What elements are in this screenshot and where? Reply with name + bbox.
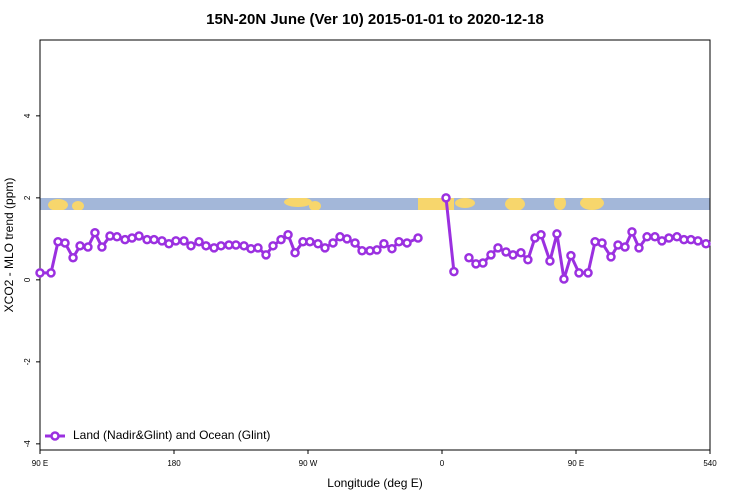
- data-point: [320, 243, 330, 253]
- x-tick-label: 90 W: [299, 459, 318, 468]
- data-point: [342, 234, 352, 244]
- data-point: [516, 248, 526, 258]
- x-tick-label: 90 E: [32, 459, 48, 468]
- data-point: [627, 227, 637, 237]
- data-point: [413, 233, 423, 243]
- legend-label: Land (Nadir&Glint) and Ocean (Glint): [73, 428, 270, 442]
- data-point: [552, 229, 562, 239]
- data-point: [194, 236, 204, 247]
- y-tick-label: 4: [23, 113, 32, 118]
- data-point: [97, 242, 107, 252]
- y-tick-label: 2: [23, 195, 32, 200]
- data-point: [372, 245, 382, 255]
- y-tick-label: 0: [23, 277, 32, 282]
- data-point: [313, 239, 323, 249]
- data-point: [216, 241, 226, 251]
- y-axis-label: XCO2 - MLO trend (ppm): [2, 178, 16, 313]
- data-point: [583, 268, 593, 278]
- data-point: [60, 238, 70, 248]
- legend-marker: [50, 431, 60, 441]
- data-point: [387, 243, 397, 254]
- data-point: [283, 230, 293, 240]
- data-point: [536, 230, 546, 240]
- data-point: [620, 242, 630, 252]
- data-point: [305, 236, 315, 247]
- data-point: [574, 268, 584, 278]
- data-point: [261, 250, 271, 260]
- data-point: [253, 243, 263, 253]
- data-point: [90, 227, 100, 238]
- data-point: [134, 231, 144, 241]
- data-point: [357, 245, 367, 256]
- data-point: [650, 232, 660, 242]
- data-point: [402, 238, 412, 248]
- data-point: [328, 238, 338, 248]
- data-point: [523, 255, 533, 265]
- x-tick-label: 0: [440, 459, 445, 468]
- x-tick-label: 90 E: [568, 459, 584, 468]
- data-point: [508, 250, 518, 260]
- y-tick-label: -4: [23, 440, 32, 448]
- data-point: [394, 236, 404, 247]
- data-point: [75, 241, 85, 251]
- plot-frame: [39, 39, 711, 451]
- data-point: [634, 243, 644, 253]
- data-point: [464, 252, 474, 263]
- data-point: [201, 241, 211, 251]
- data-point: [545, 256, 555, 266]
- data-point: [606, 252, 616, 262]
- chart-title: 15N-20N June (Ver 10) 2015-01-01 to 2020…: [206, 11, 544, 28]
- data-point: [449, 266, 459, 277]
- data-point: [290, 248, 300, 258]
- x-tick-label: 180: [167, 459, 181, 468]
- data-point: [171, 236, 181, 246]
- data-point: [350, 238, 360, 248]
- data-point: [179, 236, 189, 246]
- data-point: [186, 241, 196, 251]
- data-point: [664, 233, 674, 243]
- data-point: [486, 250, 496, 260]
- data-point: [478, 258, 488, 268]
- data-point: [276, 234, 286, 245]
- data-point: [112, 232, 122, 242]
- data-point: [231, 240, 241, 250]
- y-tick-label: -2: [23, 358, 32, 366]
- data-point: [566, 250, 576, 261]
- x-tick-label: 540: [703, 459, 717, 468]
- data-point: [379, 239, 389, 249]
- data-point: [149, 234, 159, 245]
- data-point: [441, 193, 451, 203]
- data-point: [83, 242, 93, 252]
- data-point: [493, 243, 503, 253]
- data-point: [701, 239, 711, 249]
- data-point: [597, 238, 607, 248]
- data-point: [268, 241, 278, 251]
- x-axis-label: Longitude (deg E): [327, 476, 422, 490]
- map-strip: [40, 198, 710, 210]
- data-point: [642, 232, 652, 242]
- data-point: [693, 236, 703, 246]
- data-point: [46, 268, 56, 278]
- data-point: [35, 268, 45, 278]
- data-point: [68, 252, 78, 263]
- data-point: [559, 274, 569, 284]
